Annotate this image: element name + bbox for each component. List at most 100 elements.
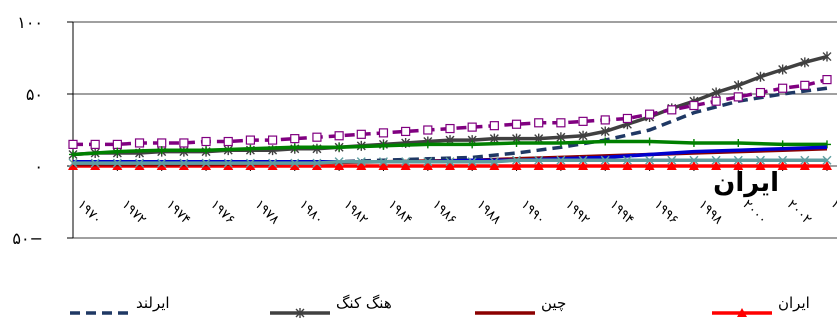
data-point xyxy=(378,128,389,138)
y-tick-label: ۰ xyxy=(34,157,43,176)
data-point xyxy=(534,155,544,165)
x-tick-label: ۱۹۷۶ xyxy=(207,197,237,227)
data-point xyxy=(401,126,411,137)
data-point xyxy=(112,139,122,149)
data-point xyxy=(667,155,677,165)
x-tick-label: ۱۹۹۲ xyxy=(562,197,592,227)
data-point xyxy=(600,115,610,125)
legend-item: چین xyxy=(475,294,566,315)
legend-item: ایرلند xyxy=(70,294,170,315)
annotation: ایران xyxy=(713,168,779,198)
data-point xyxy=(468,140,477,149)
data-point xyxy=(600,161,611,170)
data-point xyxy=(711,96,721,106)
x-tick-label: ۲۰۰۲ xyxy=(784,197,814,227)
data-point xyxy=(334,131,344,141)
series-7 xyxy=(68,155,832,168)
series-4 xyxy=(68,74,832,149)
data-point xyxy=(157,146,166,155)
y-tick-label: ۵۰− xyxy=(12,229,43,248)
data-point xyxy=(778,83,788,93)
data-point xyxy=(733,161,744,170)
data-point xyxy=(823,140,831,149)
x-tick-label: ۱۹۹۶ xyxy=(651,197,681,227)
y-tick-label: ۵۰ xyxy=(26,85,43,104)
data-point xyxy=(512,155,522,165)
data-point xyxy=(311,161,322,170)
data-point xyxy=(356,157,366,167)
data-point xyxy=(737,308,747,317)
data-point xyxy=(733,155,743,165)
data-point xyxy=(622,113,633,124)
data-point xyxy=(423,140,432,149)
legend-label: ایرلند xyxy=(136,294,170,312)
data-point xyxy=(711,161,722,170)
data-point xyxy=(622,161,633,170)
data-point xyxy=(578,130,588,141)
data-point xyxy=(800,80,810,90)
data-point xyxy=(445,161,455,170)
data-point xyxy=(578,116,588,126)
data-point xyxy=(822,155,832,165)
data-point xyxy=(290,143,299,152)
data-point xyxy=(378,161,389,170)
data-point xyxy=(201,136,211,147)
data-point xyxy=(400,161,411,170)
data-point xyxy=(246,144,255,153)
data-point xyxy=(512,138,521,147)
data-point xyxy=(289,161,300,170)
data-point xyxy=(600,126,610,137)
data-point xyxy=(822,74,832,85)
data-point xyxy=(644,109,655,119)
data-point xyxy=(423,157,433,167)
x-tick-label: ۲۰۰۴ xyxy=(828,197,837,227)
data-point xyxy=(734,138,743,147)
data-point xyxy=(600,155,610,165)
data-point xyxy=(689,155,699,165)
x-tick-label: ۱۹۹۰ xyxy=(518,197,548,227)
data-point xyxy=(601,137,610,146)
data-point xyxy=(556,118,566,128)
data-point xyxy=(112,158,122,168)
data-point xyxy=(467,122,477,132)
series-line xyxy=(73,77,828,147)
data-point xyxy=(223,158,233,168)
data-point xyxy=(556,138,565,147)
data-point xyxy=(489,161,500,170)
legend: ایران چین هنگ کنگ ایرلند xyxy=(70,294,810,318)
data-point xyxy=(356,161,367,170)
data-point xyxy=(113,147,122,156)
legend-item: هنگ کنگ xyxy=(270,294,392,318)
data-point xyxy=(555,161,566,170)
data-point xyxy=(223,136,233,147)
data-point xyxy=(711,155,721,165)
data-point xyxy=(467,157,477,167)
data-point xyxy=(733,80,743,91)
data-point xyxy=(201,158,211,168)
data-point xyxy=(312,132,322,142)
data-point xyxy=(578,155,588,165)
x-tick-label: ۱۹۷۸ xyxy=(252,197,282,227)
series-line xyxy=(72,139,827,157)
data-point xyxy=(556,155,566,165)
x-tick-label: ۱۹۹۸ xyxy=(695,197,725,227)
data-point xyxy=(755,161,766,170)
data-point xyxy=(68,139,78,149)
legend-label: چین xyxy=(541,294,566,312)
data-point xyxy=(800,57,810,68)
data-point xyxy=(822,51,832,62)
data-point xyxy=(245,135,256,145)
data-point xyxy=(645,137,654,146)
data-point xyxy=(799,161,810,170)
data-point xyxy=(157,138,167,148)
data-point xyxy=(179,158,189,168)
x-tick-label: ۱۹۷۲ xyxy=(119,197,149,227)
data-point xyxy=(778,155,788,165)
x-tick-label: ۱۹۸۲ xyxy=(340,197,370,227)
data-point xyxy=(312,158,322,168)
data-point xyxy=(422,161,433,170)
series-5 xyxy=(69,137,831,159)
data-point xyxy=(822,161,832,170)
data-point xyxy=(755,87,766,98)
